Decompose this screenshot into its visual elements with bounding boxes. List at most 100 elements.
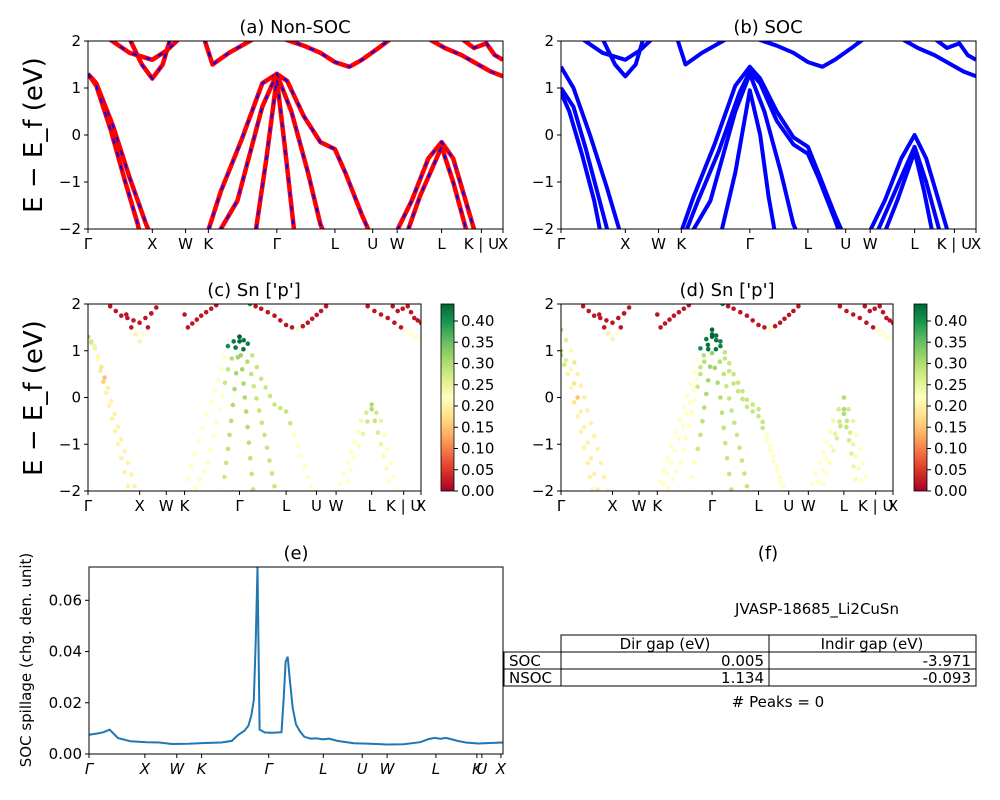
projection-point — [786, 312, 792, 318]
projection-point — [408, 332, 414, 337]
colorbar-tick-label: 0.10 — [934, 440, 967, 458]
projection-point — [595, 487, 600, 491]
projection-point — [208, 399, 214, 405]
projection-point — [127, 493, 132, 498]
projection-point — [225, 343, 231, 349]
projection-point — [563, 337, 569, 343]
projection-point — [392, 474, 397, 480]
panel-e-frame — [88, 566, 504, 755]
projection-point — [720, 304, 725, 307]
projection-point — [616, 315, 621, 321]
projection-point — [721, 371, 726, 377]
projection-point — [115, 424, 121, 430]
projection-point — [385, 315, 391, 321]
projection-point — [689, 409, 695, 415]
projection-point — [781, 491, 786, 496]
panel-d-colorbar-ticks: 0.00 0.05 0.10 0.15 0.20 0.25 0.30 0.35 0.40 — [927, 312, 967, 500]
projection-point — [418, 320, 421, 325]
projection-point — [742, 471, 747, 476]
projection-point — [243, 409, 249, 414]
band-line — [684, 69, 841, 229]
projection-point — [677, 417, 682, 423]
projection-point — [318, 308, 324, 314]
projection-point — [588, 456, 594, 461]
projection-point — [726, 471, 732, 477]
projection-point — [122, 470, 127, 475]
projection-point — [272, 313, 277, 319]
projection-point — [591, 433, 597, 439]
y-tick-label: −1 — [59, 435, 81, 453]
y-tick-label: 2 — [544, 295, 554, 313]
x-tick-label: U — [783, 497, 794, 515]
projection-point — [684, 411, 690, 417]
projection-point — [690, 474, 695, 480]
projection-point — [867, 308, 873, 314]
gap-table: Dir gap (eV) Indir gap (eV) SOC 0.005 -3… — [503, 634, 977, 687]
projection-point — [238, 353, 244, 358]
projection-point — [782, 316, 787, 322]
projection-point — [694, 376, 700, 382]
projection-point — [796, 304, 801, 309]
projection-point — [227, 432, 232, 438]
projection-point — [369, 402, 375, 407]
projection-point — [739, 458, 745, 463]
projection-point — [726, 360, 732, 366]
projection-point — [381, 454, 387, 459]
projection-point — [831, 448, 836, 454]
projection-point — [384, 466, 389, 471]
x-tick-label: K — [197, 760, 208, 778]
panel-e-yaxis: 0.00 0.02 0.04 0.06 — [49, 591, 89, 763]
projection-point — [267, 458, 272, 463]
projection-point — [821, 450, 826, 455]
projection-point — [119, 299, 124, 304]
projection-point — [229, 356, 234, 361]
projection-point — [724, 456, 730, 461]
projection-point — [801, 299, 806, 304]
projection-point — [709, 334, 715, 340]
projection-point — [585, 460, 590, 466]
x-tick-label: K — [180, 497, 191, 515]
projection-point — [877, 304, 882, 309]
projection-point — [764, 432, 770, 438]
projection-point — [652, 299, 657, 304]
projection-point — [561, 353, 564, 358]
projection-point — [572, 381, 577, 386]
projection-point — [208, 447, 213, 452]
projection-point — [781, 484, 786, 489]
x-tick-label: X — [147, 235, 157, 253]
panel-f-peaks: # Peaks = 0 — [732, 693, 824, 711]
projection-point — [774, 464, 780, 469]
projection-point — [250, 487, 256, 491]
projection-point — [562, 362, 567, 368]
projection-point — [604, 318, 609, 323]
projection-point — [390, 304, 396, 309]
projection-point — [233, 345, 238, 350]
projection-point — [767, 327, 773, 333]
projection-point — [215, 377, 221, 383]
x-tick-label: X — [888, 497, 898, 515]
band-line-dashed — [430, 41, 503, 78]
projection-point — [580, 304, 586, 309]
gap-table-cell-value: -0.093 — [923, 669, 971, 687]
projection-point — [568, 367, 574, 372]
projection-point — [214, 420, 219, 426]
projection-point — [217, 407, 222, 412]
projection-point — [618, 325, 624, 330]
x-tick-label: L — [840, 497, 849, 515]
projection-point — [237, 334, 242, 340]
projection-point — [364, 410, 369, 416]
projection-point — [688, 399, 693, 405]
projection-point — [133, 332, 138, 337]
projection-point — [713, 346, 719, 352]
band-line-dashed — [207, 72, 370, 229]
projection-point — [237, 339, 242, 344]
projection-point — [841, 395, 847, 400]
y-tick-label: −1 — [532, 435, 554, 453]
x-tick-label: U — [311, 497, 322, 515]
x-tick-label: W — [380, 760, 396, 778]
projection-point — [211, 433, 216, 439]
projection-point — [681, 404, 687, 410]
panel-b-bands — [561, 41, 976, 229]
projection-point — [355, 429, 361, 434]
